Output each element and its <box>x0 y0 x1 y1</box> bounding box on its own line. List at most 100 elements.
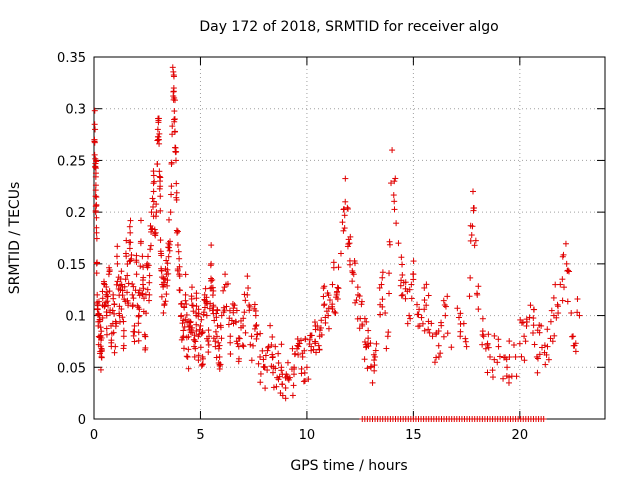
data-point <box>311 319 318 326</box>
data-point <box>479 315 486 322</box>
data-point <box>437 350 444 357</box>
data-point <box>97 324 104 331</box>
data-point <box>457 310 464 317</box>
data-point <box>284 359 291 366</box>
data-point <box>386 290 393 297</box>
data-point <box>207 262 214 269</box>
data-point <box>180 327 187 334</box>
data-point <box>275 350 282 357</box>
data-point <box>512 353 519 360</box>
data-point <box>140 285 147 292</box>
data-point <box>123 237 130 244</box>
data-point <box>474 290 481 297</box>
data-point <box>404 320 411 327</box>
data-point <box>275 376 282 383</box>
data-point <box>93 224 100 231</box>
data-point <box>259 347 266 354</box>
data-point <box>555 310 562 317</box>
data-point <box>302 335 309 342</box>
data-point <box>162 298 169 305</box>
data-point <box>221 284 228 291</box>
data-point <box>212 338 219 345</box>
data-point <box>233 307 240 314</box>
data-point <box>106 288 113 295</box>
data-point <box>191 353 198 360</box>
data-point <box>248 333 255 340</box>
data-point <box>379 274 386 281</box>
data-point <box>169 123 176 130</box>
data-point <box>399 271 406 278</box>
data-point <box>135 337 142 344</box>
x-tick-label: 10 <box>299 428 316 443</box>
data-point <box>358 301 365 308</box>
data-point <box>334 288 341 295</box>
data-point <box>261 363 268 370</box>
data-point <box>548 307 555 314</box>
data-point <box>111 310 118 317</box>
data-point <box>441 302 448 309</box>
data-point <box>150 180 157 187</box>
data-point <box>410 276 417 283</box>
data-point <box>191 337 198 344</box>
data-point <box>531 341 538 348</box>
data-point <box>164 277 171 284</box>
data-point <box>316 327 323 334</box>
data-point <box>368 363 375 370</box>
data-point <box>414 311 421 318</box>
data-point <box>143 310 150 317</box>
data-point <box>554 301 561 308</box>
data-point <box>349 278 356 285</box>
data-point <box>329 281 336 288</box>
data-point <box>391 178 398 185</box>
data-point <box>193 327 200 334</box>
data-point <box>118 268 125 275</box>
data-point <box>241 309 248 316</box>
data-point <box>150 203 157 210</box>
data-point <box>163 257 170 264</box>
data-point <box>208 242 215 249</box>
data-point <box>152 213 159 220</box>
data-point <box>370 351 377 358</box>
data-point <box>485 344 492 351</box>
data-point <box>124 289 131 296</box>
data-point <box>96 316 103 323</box>
data-point <box>111 301 118 308</box>
data-point <box>124 272 131 279</box>
data-point <box>175 248 182 255</box>
data-point <box>462 338 469 345</box>
data-point <box>301 377 308 384</box>
data-point <box>365 327 372 334</box>
data-point <box>435 342 442 349</box>
data-point <box>142 346 149 353</box>
data-point <box>251 305 258 312</box>
data-point <box>399 291 406 298</box>
data-point <box>187 329 194 336</box>
data-point <box>480 333 487 340</box>
data-point <box>108 343 115 350</box>
data-point <box>158 252 165 259</box>
data-point <box>494 359 501 366</box>
data-point <box>104 293 111 300</box>
data-point <box>435 328 442 335</box>
data-point <box>395 240 402 247</box>
data-point <box>203 335 210 342</box>
data-point <box>438 322 445 329</box>
data-point <box>576 312 583 319</box>
data-point <box>176 255 183 262</box>
data-point <box>291 371 298 378</box>
data-point <box>301 347 308 354</box>
data-point <box>172 157 179 164</box>
data-point <box>187 319 194 326</box>
data-point <box>214 322 221 329</box>
data-point <box>122 276 129 283</box>
data-point <box>182 271 189 278</box>
data-point <box>272 343 279 350</box>
data-point <box>386 270 393 277</box>
data-point <box>308 332 315 339</box>
data-point <box>571 342 578 349</box>
data-point <box>377 311 384 318</box>
data-point <box>150 188 157 195</box>
data-point <box>110 329 117 336</box>
data-point <box>157 183 164 190</box>
data-point <box>130 295 137 302</box>
